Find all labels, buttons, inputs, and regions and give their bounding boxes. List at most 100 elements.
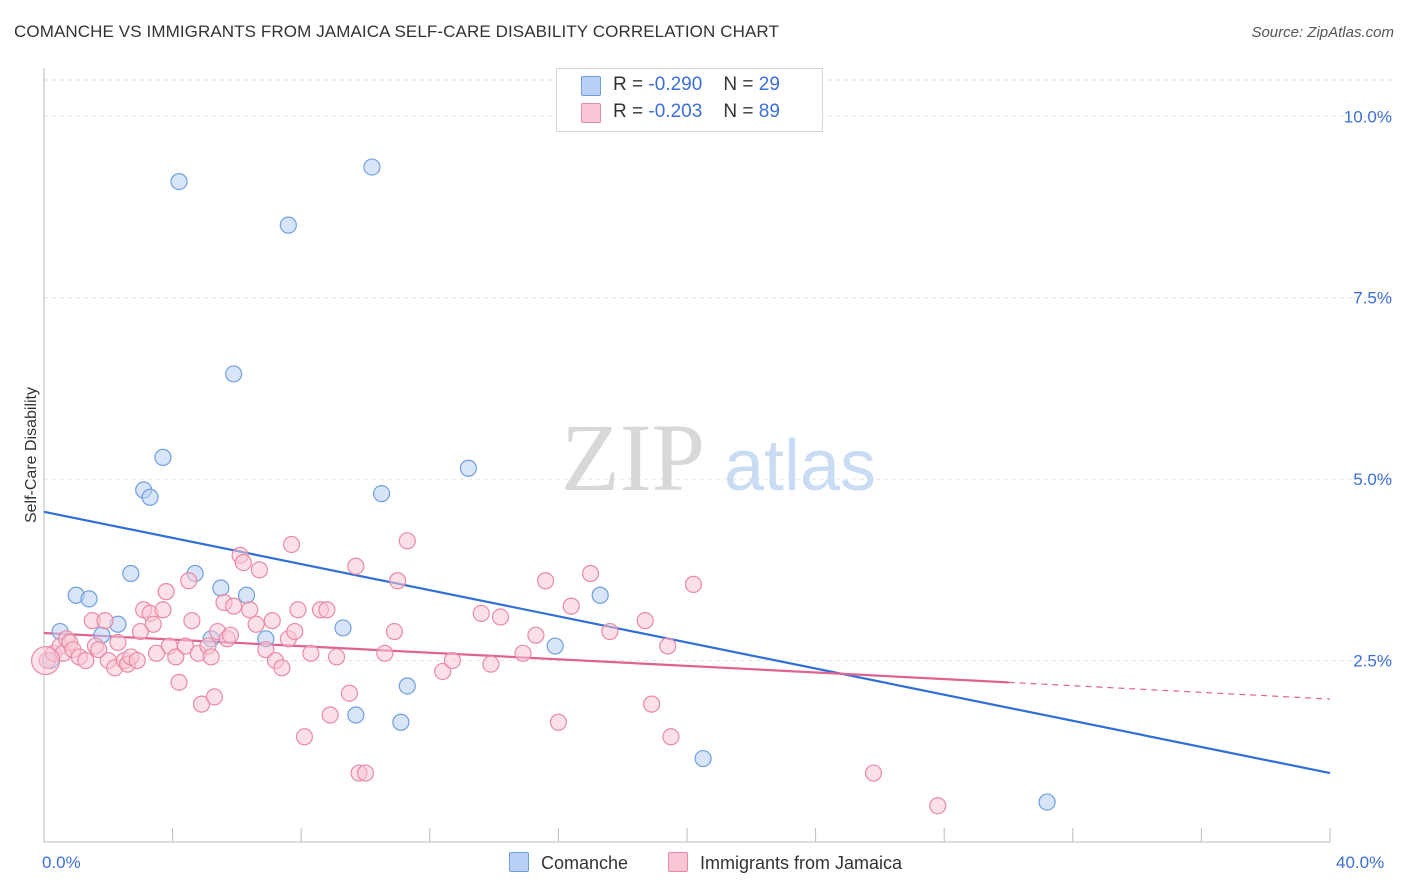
jamaica-point bbox=[491, 608, 510, 626]
comanche-point bbox=[334, 619, 352, 637]
bottom-legend-jamaica: Immigrants from Jamaica bbox=[668, 852, 902, 874]
y-tick-label: 2.5% bbox=[1353, 652, 1392, 671]
jamaica-point bbox=[180, 572, 198, 590]
x-axis-min-label: 0.0% bbox=[42, 853, 81, 872]
jamaica-point bbox=[472, 604, 490, 623]
jamaica-point bbox=[96, 612, 114, 630]
legend-text-comanche: R = -0.290 N = 29 bbox=[613, 74, 780, 95]
jamaica-point bbox=[167, 648, 185, 666]
jamaica-point bbox=[659, 637, 677, 655]
jamaica-point bbox=[929, 797, 947, 815]
jamaica-point bbox=[302, 644, 320, 662]
jamaica-point bbox=[398, 532, 416, 550]
y-tick-labels: 2.5% 5.0% 7.5% 10.0% bbox=[1344, 107, 1392, 670]
jamaica-point bbox=[286, 622, 304, 641]
jamaica-point bbox=[225, 597, 243, 615]
jamaica-point bbox=[636, 612, 654, 630]
jamaica-point bbox=[643, 695, 661, 713]
comanche-point bbox=[141, 488, 159, 506]
comanche-point bbox=[398, 677, 416, 695]
jamaica-point bbox=[273, 659, 291, 677]
jamaica-point bbox=[581, 564, 600, 583]
comanche-point bbox=[212, 579, 230, 597]
comanche-point bbox=[170, 173, 188, 191]
jamaica-point bbox=[443, 651, 461, 670]
jamaica-point bbox=[192, 695, 211, 713]
x-axis-max-label: 40.0% bbox=[1336, 853, 1385, 872]
legend-text-jamaica: R = -0.203 N = 89 bbox=[613, 101, 780, 122]
jamaica-point bbox=[257, 641, 275, 659]
jamaica-point bbox=[205, 688, 223, 706]
comanche-point bbox=[122, 564, 140, 583]
comanche-point bbox=[154, 448, 172, 466]
jamaica-point bbox=[128, 651, 146, 670]
comanche-point bbox=[279, 216, 297, 234]
comanche-point bbox=[1038, 793, 1056, 811]
jamaica-point bbox=[170, 673, 188, 691]
watermark-zip: ZIP bbox=[561, 404, 705, 511]
chart-source: Source: ZipAtlas.com bbox=[1251, 24, 1394, 41]
jamaica-point bbox=[234, 553, 252, 572]
jamaica-point bbox=[250, 561, 269, 579]
y-tick-label: 7.5% bbox=[1353, 289, 1392, 308]
axes bbox=[43, 68, 1331, 843]
jamaica-point bbox=[549, 713, 568, 731]
y-tick-label: 5.0% bbox=[1353, 470, 1392, 489]
jamaica-point bbox=[482, 655, 500, 673]
bottom-legend-comanche: Comanche bbox=[509, 852, 628, 874]
jamaica-point bbox=[601, 622, 619, 641]
legend-swatch-jamaica bbox=[581, 103, 601, 123]
watermark: ZIP atlas bbox=[561, 404, 876, 511]
jamaica-point bbox=[327, 648, 346, 666]
y-tick-label: 10.0% bbox=[1344, 107, 1392, 126]
jamaica-point bbox=[340, 684, 359, 702]
comanche-point bbox=[363, 158, 381, 176]
comanche-point bbox=[347, 706, 365, 724]
jamaica-point bbox=[864, 764, 883, 782]
jamaica-point bbox=[536, 572, 555, 590]
jamaica-point bbox=[183, 612, 201, 630]
bottom-legend-swatch-comanche bbox=[509, 852, 529, 872]
jamaica-point bbox=[202, 648, 220, 666]
comanche-point bbox=[372, 485, 391, 503]
comanche-point bbox=[459, 459, 477, 477]
jamaica-point bbox=[389, 572, 407, 590]
jamaica-point bbox=[514, 644, 532, 662]
jamaica-point bbox=[318, 601, 336, 619]
jamaica-point bbox=[295, 728, 314, 746]
jamaica-point bbox=[562, 597, 580, 615]
comanche-point bbox=[225, 365, 243, 383]
comanche-point bbox=[237, 586, 256, 604]
jamaica-point bbox=[263, 612, 281, 630]
legend-swatch-comanche bbox=[581, 76, 601, 96]
comanche-point bbox=[80, 590, 98, 608]
jamaica-point bbox=[282, 535, 301, 554]
comanche-point bbox=[694, 749, 712, 768]
watermark-atlas: atlas bbox=[724, 426, 876, 506]
jamaica-point bbox=[434, 662, 452, 681]
jamaica-point bbox=[356, 764, 375, 782]
jamaica-trend-line-extension bbox=[1008, 681, 1331, 700]
jamaica-point bbox=[221, 626, 240, 644]
jamaica-point bbox=[527, 626, 545, 644]
jamaica-point bbox=[109, 633, 127, 652]
jamaica-point bbox=[321, 706, 339, 724]
data-points bbox=[31, 158, 1056, 815]
jamaica-point bbox=[347, 557, 365, 575]
stats-legend: R = -0.290 N = 29 R = -0.203 N = 89 bbox=[556, 68, 823, 132]
jamaica-point bbox=[176, 637, 195, 655]
chart-title: COMANCHE VS IMMIGRANTS FROM JAMAICA SELF… bbox=[14, 22, 779, 41]
jamaica-point bbox=[77, 651, 95, 670]
jamaica-point bbox=[144, 615, 162, 633]
jamaica-point bbox=[247, 615, 265, 633]
jamaica-point bbox=[131, 622, 150, 641]
jamaica-point bbox=[147, 644, 166, 662]
jamaica-point bbox=[684, 575, 703, 593]
gridlines bbox=[44, 79, 1392, 662]
bottom-legend-swatch-jamaica bbox=[668, 852, 688, 872]
jamaica-point bbox=[154, 601, 172, 619]
comanche-point bbox=[546, 637, 564, 655]
jamaica-point bbox=[90, 641, 108, 659]
jamaica-cluster-point bbox=[31, 645, 61, 676]
